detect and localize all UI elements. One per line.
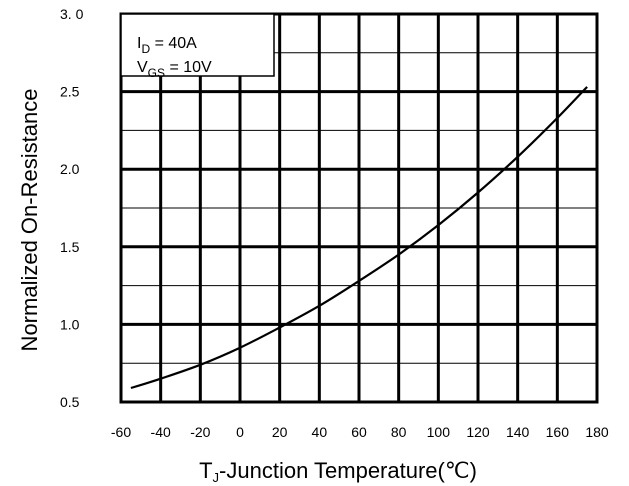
x-tick-label: 80	[391, 424, 407, 440]
plot-frame	[119, 12, 599, 404]
x-tick-label: -40	[151, 424, 171, 440]
x-tick-label: 180	[585, 424, 609, 440]
x-tick-label: -60	[111, 424, 131, 440]
x-tick-label: 20	[272, 424, 288, 440]
chart-grid	[119, 12, 599, 404]
y-tick-label: 3. 0	[60, 6, 84, 22]
y-tick-label: 2.0	[60, 161, 80, 177]
x-tick-label: 140	[506, 424, 530, 440]
y-tick-label: 1.0	[60, 316, 80, 332]
x-tick-label: -20	[190, 424, 210, 440]
legend-box	[120, 13, 275, 77]
x-tick-labels: -60 -40 -20 0 20 40 60 80 100 120 140 160 180	[111, 424, 609, 440]
chart-legend: ID = 40A VGS = 10V	[120, 13, 275, 80]
x-tick-label: 120	[466, 424, 490, 440]
x-tick-label: 100	[427, 424, 451, 440]
y-tick-labels: 0.5 1.0 1.5 2.0 2.5 3. 0	[60, 6, 84, 410]
legend-line-1: ID = 40A	[137, 35, 197, 56]
legend-line-2: VGS = 10V	[137, 59, 212, 80]
x-tick-label: 60	[351, 424, 367, 440]
y-axis-title: Normalized On-Resistance	[17, 89, 42, 352]
x-tick-label: 0	[236, 424, 244, 440]
x-tick-label: 160	[546, 424, 570, 440]
y-tick-label: 1.5	[60, 239, 80, 255]
x-axis-title: TJ-Junction Temperature(℃)	[199, 458, 477, 485]
y-tick-label: 0.5	[60, 394, 80, 410]
y-tick-label: 2.5	[60, 84, 80, 100]
series-line	[130, 86, 588, 390]
x-tick-label: 40	[312, 424, 328, 440]
